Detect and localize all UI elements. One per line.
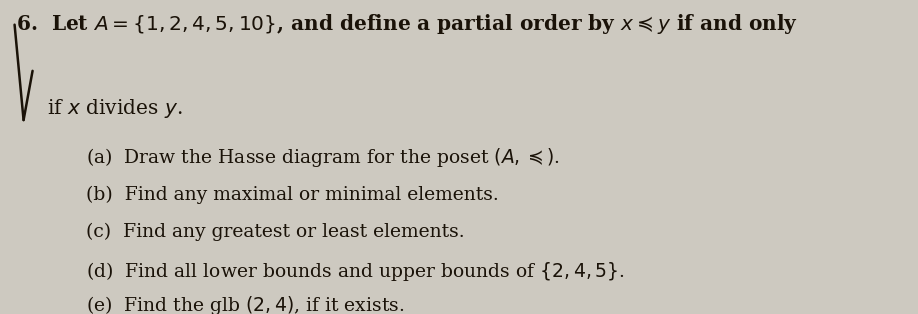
Text: (b)  Find any maximal or minimal elements.: (b) Find any maximal or minimal elements… [85, 186, 498, 204]
Text: (a)  Draw the Hasse diagram for the poset $(A, \preceq)$.: (a) Draw the Hasse diagram for the poset… [85, 146, 560, 169]
Text: if $x$ divides $y$.: if $x$ divides $y$. [47, 97, 183, 120]
Text: (e)  Find the glb $({2, 4})$, if it exists.: (e) Find the glb $({2, 4})$, if it exist… [85, 294, 404, 314]
Text: (c)  Find any greatest or least elements.: (c) Find any greatest or least elements. [85, 223, 465, 241]
Text: 6.  Let $A = \{1, 2, 4, 5, 10\}$, and define a partial order by $x \preceq y$ if: 6. Let $A = \{1, 2, 4, 5, 10\}$, and def… [17, 12, 799, 36]
Text: (d)  Find all lower bounds and upper bounds of $\{2, 4, 5\}$.: (d) Find all lower bounds and upper boun… [85, 260, 624, 283]
